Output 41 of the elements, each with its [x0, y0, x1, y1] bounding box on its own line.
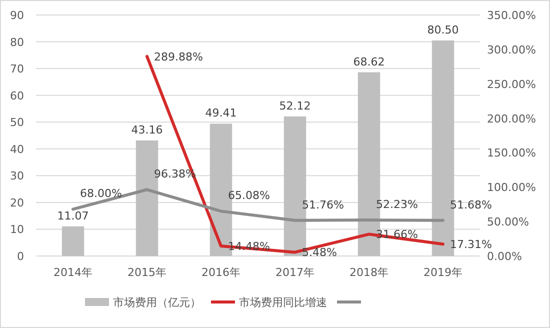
x-tick-label: 2016年: [202, 266, 240, 279]
x-tick-label: 2017年: [276, 266, 314, 279]
y2-tick-label: 50.00%: [487, 216, 529, 229]
y2-tick-label: 250.00%: [487, 78, 536, 91]
legend-label: 市场费用同比增速: [239, 296, 327, 309]
bar: [62, 226, 84, 256]
y2-tick-label: 100.00%: [487, 181, 536, 194]
x-tick-label: 2019年: [424, 266, 462, 279]
x-tick-label: 2015年: [128, 266, 166, 279]
data-label: 289.88%: [154, 50, 203, 64]
data-label: 43.16: [131, 123, 163, 136]
x-tick-label: 2018年: [350, 266, 388, 279]
y-tick-label: 20: [10, 196, 24, 210]
data-label: 52.23%: [376, 198, 418, 212]
data-label: 68.62: [353, 55, 385, 68]
y-tick-label: 80: [10, 36, 24, 49]
y-tick-label: 0: [17, 250, 24, 263]
legend-label: 市场费用（亿元）: [113, 296, 201, 309]
data-label: 68.00%: [80, 187, 122, 200]
data-label: 5.48%: [302, 246, 337, 260]
y2-tick-label: 200.00%: [487, 112, 536, 126]
y-tick-label: 60: [10, 89, 24, 102]
y2-tick-label: 350.00%: [487, 9, 536, 22]
y-tick-label: 40: [10, 142, 24, 156]
y-tick-label: 10: [10, 223, 24, 236]
y-tick-label: 90: [10, 9, 24, 22]
data-label: 51.68%: [450, 198, 492, 212]
data-label: 17.31%: [450, 238, 492, 252]
y2-tick-label: 0.00%: [487, 250, 522, 263]
data-label: 65.08%: [228, 189, 270, 202]
y-tick-label: 70: [10, 62, 24, 76]
y2-tick-label: 300.00%: [487, 43, 536, 56]
data-label: 52.12: [279, 99, 311, 112]
data-label: 51.76%: [302, 198, 344, 212]
data-label: 49.41: [205, 106, 237, 120]
x-tick-label: 2014年: [54, 266, 92, 279]
y-tick-label: 30: [10, 170, 24, 183]
y-tick-label: 50: [10, 116, 24, 130]
data-label: 80.50: [427, 23, 459, 36]
data-label: 11.07: [57, 209, 89, 222]
y2-tick-label: 150.00%: [487, 146, 536, 160]
